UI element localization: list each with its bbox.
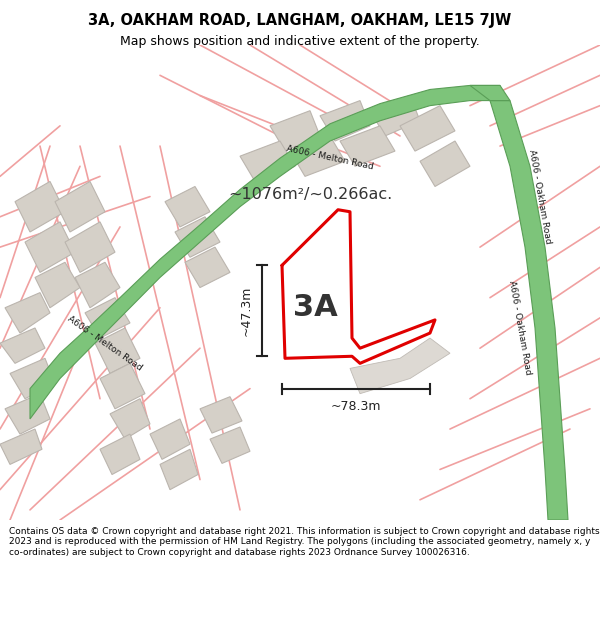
Text: A606 - Oakham Road: A606 - Oakham Road [527,149,553,244]
Text: A606 - Melton Road: A606 - Melton Road [66,314,144,372]
Polygon shape [470,86,510,101]
Polygon shape [370,96,420,136]
Text: ~47.3m: ~47.3m [239,286,253,336]
Text: A606 - Oakham Road: A606 - Oakham Road [507,280,533,376]
Polygon shape [10,358,55,399]
Polygon shape [100,434,140,474]
Polygon shape [490,101,568,520]
Polygon shape [185,247,230,288]
Text: ~78.3m: ~78.3m [331,400,381,413]
Polygon shape [160,449,198,489]
Polygon shape [282,210,352,356]
Polygon shape [25,222,75,272]
Polygon shape [35,262,80,308]
Polygon shape [0,429,42,464]
Text: Map shows position and indicative extent of the property.: Map shows position and indicative extent… [120,35,480,48]
Polygon shape [15,181,65,232]
Polygon shape [150,419,190,459]
Polygon shape [350,338,450,394]
Polygon shape [0,328,45,363]
Polygon shape [290,136,345,176]
Polygon shape [30,86,500,419]
Polygon shape [175,217,220,258]
Polygon shape [320,101,370,141]
Text: 3A, OAKHAM ROAD, LANGHAM, OAKHAM, LE15 7JW: 3A, OAKHAM ROAD, LANGHAM, OAKHAM, LE15 7… [88,13,512,28]
Polygon shape [5,292,50,333]
Polygon shape [110,399,150,439]
Text: Contains OS data © Crown copyright and database right 2021. This information is : Contains OS data © Crown copyright and d… [9,527,599,557]
Text: A606 - Melton Road: A606 - Melton Road [286,144,374,172]
Polygon shape [240,141,295,181]
Polygon shape [270,111,320,151]
Polygon shape [5,394,50,434]
Polygon shape [85,298,130,338]
Polygon shape [210,427,250,463]
Polygon shape [100,363,145,409]
Polygon shape [75,262,120,308]
Polygon shape [65,222,115,272]
Text: 3A: 3A [293,293,337,322]
Polygon shape [420,141,470,186]
Polygon shape [200,397,242,433]
Polygon shape [340,126,395,166]
Polygon shape [95,328,140,374]
Polygon shape [165,186,210,227]
Polygon shape [55,181,105,232]
Polygon shape [400,106,455,151]
Text: ~1076m²/~0.266ac.: ~1076m²/~0.266ac. [228,187,392,202]
